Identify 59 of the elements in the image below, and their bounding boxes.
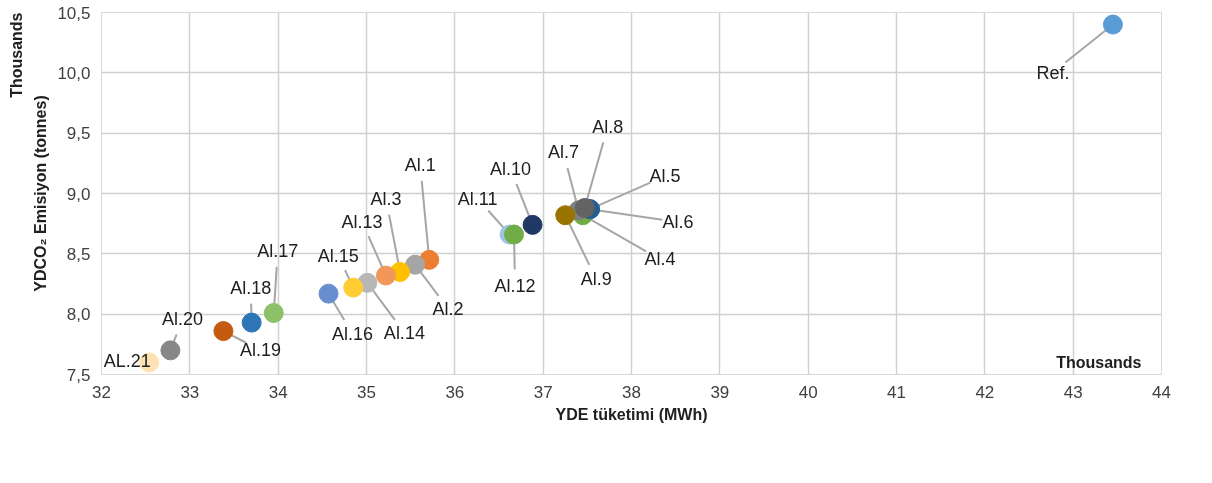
x-tick-label: 42 <box>975 382 995 402</box>
x-tick-label: 41 <box>887 382 906 402</box>
annotation: Thousands <box>1056 353 1142 371</box>
annotation: Al.16 <box>332 323 374 344</box>
annotation: Al.20 <box>161 309 203 330</box>
y-tick-label: 8,0 <box>66 305 91 325</box>
annotation: Al.14 <box>383 322 425 343</box>
point <box>343 277 364 298</box>
point <box>574 198 595 218</box>
annotation: Al.11 <box>457 188 498 209</box>
annotation: Al.19 <box>239 340 281 361</box>
annotation: AL.21 <box>103 351 151 372</box>
annotation: Al.5 <box>649 166 681 187</box>
annotation: Al.6 <box>662 212 694 233</box>
y-tick-label: 7,5 <box>66 365 91 385</box>
x-tick-label: 38 <box>622 382 641 402</box>
annotation: Al.3 <box>370 188 402 209</box>
x-tick-label: 40 <box>798 382 818 402</box>
annotation: Al.17 <box>257 240 299 261</box>
annotation: Al.13 <box>341 211 383 232</box>
x-tick-label: 34 <box>268 382 288 402</box>
annotation: Al.4 <box>644 249 676 270</box>
point <box>504 224 525 245</box>
point <box>405 254 426 275</box>
annotation: Al.18 <box>230 277 272 298</box>
text: Thousands <box>7 12 25 98</box>
annotation: Al.10 <box>490 158 532 179</box>
y-tick-label: 9,0 <box>66 184 91 204</box>
point <box>318 283 339 304</box>
point <box>522 214 543 235</box>
annotation: Al.8 <box>592 116 624 137</box>
point <box>263 302 284 323</box>
y-tick-label: 8,5 <box>66 244 91 264</box>
point <box>213 321 234 342</box>
point <box>241 312 262 333</box>
point <box>160 340 181 361</box>
x-tick-label: 33 <box>180 382 200 402</box>
y-tick-label: 10,5 <box>57 3 91 23</box>
x-tick-label: 36 <box>445 382 465 402</box>
x-tick-label: 32 <box>92 382 111 402</box>
x-tick-label: 35 <box>357 382 376 402</box>
x-tick-label: 39 <box>710 382 730 402</box>
x-tick-label: 44 <box>1152 382 1171 402</box>
point <box>375 265 396 286</box>
point <box>1102 14 1123 35</box>
x-tick-label: 37 <box>533 382 553 402</box>
x-tick-label: 43 <box>1063 382 1083 402</box>
y-tick-label: 10,0 <box>57 63 91 83</box>
annotation: Al.15 <box>317 245 359 266</box>
y-tick-label: 9,5 <box>66 124 91 144</box>
annotation: Al.2 <box>432 298 464 319</box>
y-axis-title: YDCO₂ Emisiyon (tonnes) <box>32 95 50 292</box>
x-axis-title: YDE tüketimi (MWh) <box>555 405 708 423</box>
annotation: Al.9 <box>580 269 612 290</box>
annotation: Al.7 <box>547 142 580 163</box>
annotation: Al.12 <box>494 275 536 296</box>
annotation: Al.1 <box>404 154 436 175</box>
point <box>555 205 576 226</box>
annotation: Ref. <box>1036 62 1070 83</box>
